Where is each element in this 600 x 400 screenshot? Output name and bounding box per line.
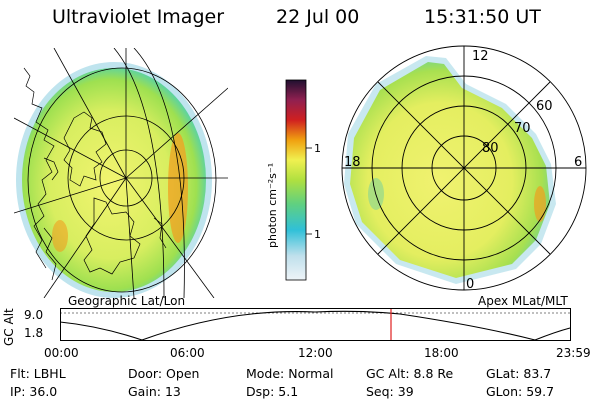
info-seq: Seq: 39 (366, 384, 414, 399)
info-glat: GLat: 83.7 (486, 366, 552, 381)
mlat-label-70: 70 (514, 121, 531, 136)
altitude-curve (60, 310, 571, 341)
mlt-label-12: 12 (472, 49, 489, 64)
colorbar: 100 10 photon cm⁻²s⁻¹ (266, 79, 320, 281)
altitude-axis-label: GC Alt (2, 308, 16, 346)
colorbar-unit-label: photon cm⁻²s⁻¹ (266, 163, 279, 248)
colorbar-tick-label: 10 (314, 228, 320, 241)
mlt-label-18: 18 (344, 155, 361, 170)
time-tick-label: 00:00 (44, 346, 79, 360)
time-label: 15:31:50 UT (424, 6, 541, 28)
colorbar-tick-label: 100 (314, 142, 320, 155)
altitude-tick-label: 9.0 (24, 308, 44, 322)
time-tick-label: 23:59 (556, 346, 591, 360)
info-ip: IP: 36.0 (10, 384, 58, 399)
mlt-label-6: 6 (574, 155, 582, 170)
info-gain: Gain: 13 (128, 384, 181, 399)
mlt-label-0: 0 (466, 277, 474, 292)
emission-region (350, 62, 550, 278)
right-panel-caption: Apex MLat/MLT (478, 294, 568, 308)
info-door: Door: Open (128, 366, 200, 381)
info-glon: GLon: 59.7 (486, 384, 555, 399)
info-mode: Mode: Normal (246, 366, 334, 381)
mlat-label-60: 60 (536, 99, 553, 114)
geographic-image (14, 48, 228, 298)
left-panel-caption: Geographic Lat/Lon (68, 294, 186, 308)
info-filter: Flt: LBHL (10, 366, 66, 381)
altitude-strip-plot (60, 308, 571, 341)
latlon-grid (14, 48, 228, 298)
mlat-label-80: 80 (482, 141, 499, 156)
time-tick-label: 06:00 (170, 346, 205, 360)
polar-plot: 12 18 6 0 60 70 80 (341, 45, 587, 292)
time-tick-label: 12:00 (298, 346, 333, 360)
colorbar-scale (285, 79, 307, 281)
info-dsp: Dsp: 5.1 (246, 384, 299, 399)
mlat-grid (341, 45, 587, 291)
instrument-title: Ultraviolet Imager (52, 6, 225, 28)
altitude-tick-label: 1.8 (24, 326, 44, 340)
coastlines (23, 67, 167, 281)
date-label: 22 Jul 00 (276, 6, 360, 28)
info-gc-alt: GC Alt: 8.8 Re (366, 366, 454, 381)
time-tick-label: 18:00 (424, 346, 459, 360)
